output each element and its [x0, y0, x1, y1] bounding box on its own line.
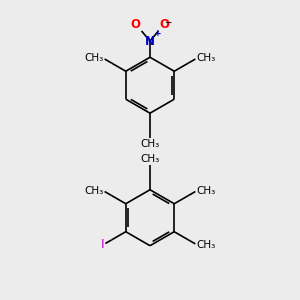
Text: CH₃: CH₃: [197, 240, 216, 250]
Text: N: N: [145, 34, 155, 48]
Text: O: O: [130, 18, 141, 31]
Text: +: +: [154, 28, 161, 38]
Text: CH₃: CH₃: [140, 139, 160, 149]
Text: CH₃: CH₃: [84, 186, 103, 196]
Text: O: O: [159, 18, 170, 31]
Text: CH₃: CH₃: [197, 53, 216, 63]
Text: CH₃: CH₃: [197, 186, 216, 196]
Text: −: −: [164, 17, 172, 26]
Text: CH₃: CH₃: [84, 53, 103, 63]
Text: CH₃: CH₃: [140, 154, 160, 164]
Text: I: I: [101, 238, 104, 250]
